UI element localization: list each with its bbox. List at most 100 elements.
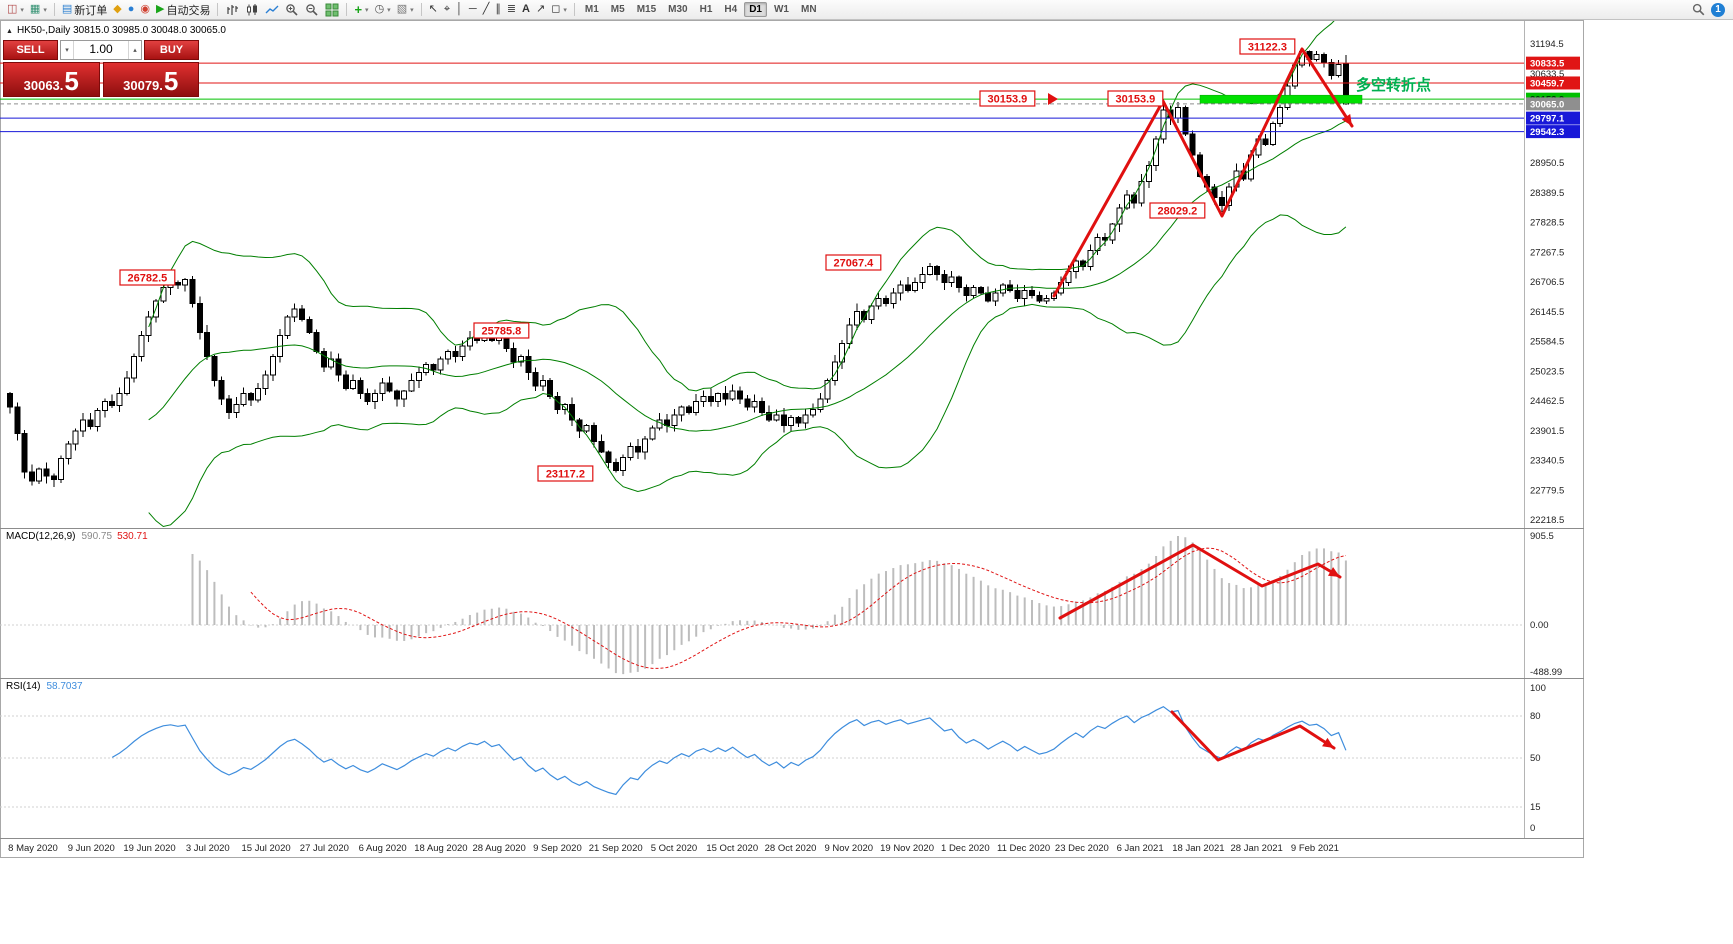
crosshair-tool-button[interactable]: ⌖ bbox=[441, 1, 453, 18]
candle-body bbox=[437, 358, 444, 371]
trend-arrow-macd-arrowhead bbox=[1327, 567, 1340, 577]
autotrading-button[interactable]: ▶ 自动交易 bbox=[153, 1, 213, 18]
candlestick-chart-button[interactable] bbox=[242, 1, 262, 18]
pivot-annotation[interactable]: 多空转折点 bbox=[1356, 77, 1432, 94]
community-button[interactable]: ● bbox=[125, 1, 138, 18]
timeframe-m15[interactable]: M15 bbox=[636, 4, 657, 15]
notification-badge[interactable]: 1 bbox=[1711, 2, 1725, 17]
price-callout-text: 25785.8 bbox=[482, 326, 522, 338]
indicators-button[interactable]: + ▾ bbox=[351, 1, 371, 18]
date-scale[interactable]: 8 May 2020 9 Jun 2020 19 Jun 2020 3 Jul 202… bbox=[8, 843, 1339, 854]
timeframe-h4[interactable]: H4 bbox=[724, 4, 738, 15]
timeframe-m30[interactable]: M30 bbox=[668, 4, 688, 15]
date-label: 18 Jan 2021 bbox=[1172, 843, 1224, 854]
timeframe-m5[interactable]: M5 bbox=[610, 4, 625, 15]
timeframe-d1[interactable]: D1 bbox=[744, 2, 767, 17]
sell-price-display[interactable]: 30063. 5 bbox=[3, 62, 100, 97]
symbol-ohlc-text: HK50-,Daily 30815.0 30985.0 30048.0 3006… bbox=[16, 25, 226, 36]
candle-body bbox=[963, 287, 970, 297]
volume-down-icon[interactable]: ▾ bbox=[61, 41, 74, 59]
price-line-tag-text: 29797.1 bbox=[1530, 114, 1565, 125]
volume-up-icon[interactable]: ▴ bbox=[128, 41, 141, 59]
candle-body bbox=[36, 468, 43, 482]
timeframe-mn[interactable]: MN bbox=[800, 4, 817, 15]
bollinger-lower-band[interactable] bbox=[148, 214, 1347, 528]
price-scale-label: 23901.5 bbox=[1530, 426, 1564, 437]
vertical-line-tool-button[interactable]: │ bbox=[453, 1, 466, 18]
candle-body bbox=[211, 356, 218, 381]
macd-signal-value: 530.71 bbox=[117, 531, 148, 542]
arrow-tool-button[interactable]: ↗ bbox=[533, 1, 548, 18]
timeframe-w1[interactable]: W1 bbox=[773, 4, 789, 15]
trend-arrow-rsi[interactable] bbox=[1170, 710, 1336, 762]
zoom-out-button[interactable] bbox=[302, 1, 322, 18]
bollinger-upper-band[interactable] bbox=[148, 15, 1346, 392]
candle-body bbox=[861, 311, 868, 320]
new-order-button[interactable]: ▤ 新订单 bbox=[59, 1, 110, 18]
text-tool-button[interactable]: A bbox=[519, 1, 533, 18]
volume-stepper[interactable]: ▾ 1.00 ▴ bbox=[60, 40, 142, 60]
date-label: 28 Oct 2020 bbox=[765, 843, 817, 854]
date-label: 3 Jul 2020 bbox=[186, 843, 230, 854]
price-scale-label: 31194.5 bbox=[1530, 39, 1564, 50]
trendline-tool-button[interactable]: ╱ bbox=[480, 1, 493, 18]
trend-arrow-main[interactable] bbox=[1052, 47, 1354, 298]
macd-pane[interactable] bbox=[0, 536, 1524, 675]
new-chart-button[interactable]: ◫ ▾ bbox=[4, 1, 27, 18]
date-label: 9 Sep 2020 bbox=[533, 843, 582, 854]
periods-button[interactable]: ◷ ▾ bbox=[372, 1, 394, 18]
price-scale-label: 26706.5 bbox=[1530, 277, 1564, 288]
macd-indicator-label: MACD(12,26,9) 590.75 530.71 bbox=[6, 531, 148, 542]
bollinger-middle-band[interactable] bbox=[148, 120, 1347, 432]
price-callout[interactable] bbox=[537, 465, 594, 482]
candle-body bbox=[7, 393, 13, 408]
candle-body bbox=[247, 393, 254, 401]
template-icon: ▧ bbox=[396, 3, 408, 15]
candle-body bbox=[262, 374, 269, 389]
play-icon: ▶ bbox=[155, 3, 165, 15]
channel-tool-button[interactable]: ∥ bbox=[492, 1, 504, 18]
candle-body bbox=[664, 419, 670, 427]
toolbar-separator bbox=[217, 3, 219, 16]
fibonacci-tool-button[interactable]: ≣ bbox=[504, 1, 519, 18]
templates-button[interactable]: ▧ ▾ bbox=[394, 1, 417, 18]
cursor-icon: ↖ bbox=[428, 3, 438, 15]
chevron-down-icon: ▾ bbox=[20, 6, 24, 14]
timeframe-m1[interactable]: M1 bbox=[584, 4, 599, 15]
buy-button[interactable]: BUY bbox=[144, 40, 199, 60]
bar-chart-button[interactable] bbox=[222, 1, 242, 18]
one-click-collapse-icon[interactable]: ▲ bbox=[6, 28, 13, 35]
horizontal-line-tool-button[interactable]: ─ bbox=[466, 1, 480, 18]
buy-price-display[interactable]: 30079. 5 bbox=[102, 62, 199, 97]
timeframe-h1[interactable]: H1 bbox=[699, 4, 713, 15]
candle-body bbox=[678, 406, 685, 416]
shapes-tool-button[interactable]: ◻ ▾ bbox=[548, 1, 570, 18]
price-callout[interactable] bbox=[1107, 90, 1164, 107]
main-price-pane[interactable] bbox=[0, 15, 1524, 528]
rsi-pane[interactable] bbox=[0, 706, 1524, 808]
candle-body bbox=[970, 287, 977, 297]
price-scale[interactable]: 31194.530633.530072.529511.528950.528389… bbox=[1526, 39, 1580, 526]
price-callout[interactable] bbox=[979, 90, 1036, 107]
price-callout[interactable] bbox=[473, 322, 530, 339]
search-button[interactable] bbox=[1689, 1, 1708, 18]
macd-scale-label: 905.5 bbox=[1530, 531, 1554, 542]
price-callout[interactable] bbox=[825, 254, 882, 271]
candle-body bbox=[810, 409, 816, 416]
candle-body bbox=[116, 393, 123, 406]
candle-body bbox=[817, 398, 824, 411]
favorites-button[interactable]: ◆ bbox=[110, 1, 124, 18]
volume-value[interactable]: 1.00 bbox=[89, 42, 113, 56]
profiles-button[interactable]: ▦ ▾ bbox=[27, 1, 50, 18]
zoom-in-button[interactable] bbox=[282, 1, 302, 18]
news-button[interactable]: ◉ bbox=[137, 1, 153, 18]
cursor-tool-button[interactable]: ↖ bbox=[426, 1, 441, 18]
price-callout[interactable] bbox=[1239, 38, 1296, 55]
sell-button[interactable]: SELL bbox=[3, 40, 58, 60]
trend-arrow-macd[interactable] bbox=[1058, 543, 1342, 620]
price-callout[interactable] bbox=[1149, 202, 1206, 219]
line-chart-button[interactable] bbox=[262, 1, 282, 18]
price-callout[interactable] bbox=[119, 269, 176, 286]
tile-windows-button[interactable] bbox=[322, 1, 342, 18]
